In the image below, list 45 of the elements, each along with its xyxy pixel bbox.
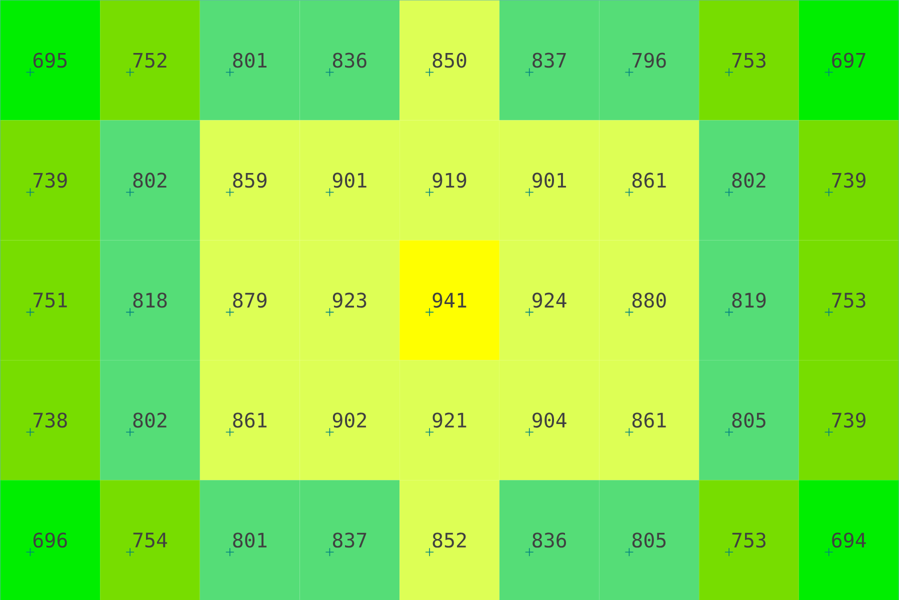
data-label: 802	[732, 172, 766, 188]
data-label: 859	[233, 172, 266, 188]
data-label: 850	[432, 52, 466, 68]
data-label: 738	[34, 412, 67, 428]
data-label: 754	[133, 532, 168, 548]
data-label: 739	[832, 412, 866, 428]
data-label: 753	[732, 52, 766, 68]
data-label: 861	[632, 172, 666, 188]
data-label: 796	[632, 52, 666, 68]
data-label: 852	[432, 532, 466, 548]
data-label: 836	[332, 52, 366, 68]
data-label: 923	[332, 292, 366, 308]
data-label: 921	[432, 412, 466, 428]
data-label: 801	[233, 532, 266, 548]
data-label: 805	[732, 412, 766, 428]
data-label: 694	[832, 532, 866, 548]
data-label: 805	[632, 532, 666, 548]
data-label: 753	[732, 532, 766, 548]
data-label: 901	[532, 172, 566, 188]
data-label: 752	[133, 52, 166, 68]
data-label: 751	[34, 292, 67, 308]
data-label: 861	[233, 412, 266, 428]
data-label: 924	[532, 292, 566, 308]
data-label: 941	[432, 292, 466, 308]
data-label: 739	[832, 172, 866, 188]
data-label: 819	[732, 292, 766, 308]
data-label: 880	[632, 292, 666, 308]
data-label: 904	[532, 412, 566, 428]
data-label: 801	[233, 52, 266, 68]
data-label: 861	[632, 412, 666, 428]
data-label: 695	[33, 52, 67, 68]
data-label: 837	[532, 52, 566, 68]
data-label: 902	[332, 412, 366, 428]
data-label: 919	[432, 172, 466, 188]
data-label: 739	[34, 172, 67, 188]
data-label: 753	[832, 292, 866, 308]
data-label: 836	[532, 532, 566, 548]
data-label: 879	[233, 292, 266, 308]
data-label: 802	[133, 412, 166, 428]
data-label: 837	[332, 532, 366, 548]
data-label: 901	[332, 172, 366, 188]
data-label: 696	[33, 532, 67, 548]
data-label: 802	[133, 172, 166, 188]
data-label: 697	[832, 52, 866, 68]
data-label: 818	[133, 292, 167, 308]
